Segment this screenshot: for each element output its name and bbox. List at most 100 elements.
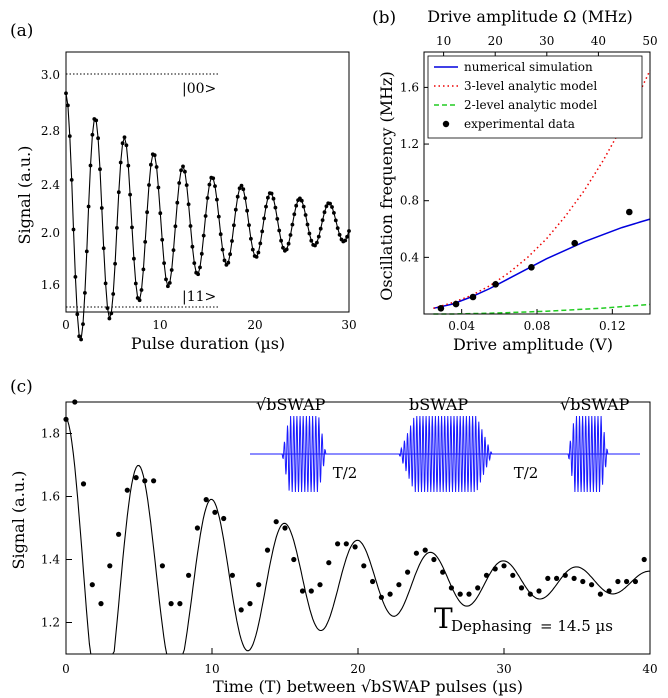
panel-a-data-point — [301, 204, 306, 209]
panel-c-data-point — [475, 585, 481, 591]
panel-a-data-point — [184, 183, 189, 188]
panel-a-data-point — [107, 316, 112, 321]
panel-a-data-point — [67, 134, 72, 139]
panel-b-2-level-model-line — [433, 303, 651, 315]
panel-a-xticks: 0 10 20 30 — [62, 318, 356, 332]
panel-c-ytick: 1.4 — [41, 553, 60, 567]
panel-c-data-point — [431, 556, 437, 563]
panel-a-data-point — [179, 168, 184, 173]
panel-a-data-point — [237, 186, 242, 191]
panel-a-xtick: 0 — [62, 318, 70, 332]
panel-a-data-point — [177, 181, 182, 185]
panel-c-data-point — [203, 497, 209, 503]
panel-a-data-point — [71, 227, 76, 232]
panel-a-data-point — [116, 190, 121, 195]
panel-c-data-point — [457, 591, 463, 597]
panel-a-data-point — [207, 182, 212, 187]
panel-b-top-tick: 50 — [642, 34, 657, 48]
panel-a-data-point — [130, 225, 134, 230]
panel-c-data-point — [116, 531, 122, 537]
dephasing-subscript: Dephasing — [451, 617, 532, 635]
panel-c-data-points — [63, 399, 647, 613]
panel-c-data-point — [168, 601, 174, 607]
panel-a-data-point — [211, 176, 216, 181]
panel-c-data-point — [247, 601, 253, 607]
panel-a-data-point — [145, 210, 150, 215]
panel-b-ytick: 0.8 — [400, 194, 419, 208]
panel-a-data-point — [233, 207, 238, 212]
panel-a-data-point — [101, 246, 106, 251]
panel-a-data-point — [273, 205, 278, 210]
panel-c-data-point — [352, 544, 358, 550]
panel-a-data-point — [139, 288, 144, 292]
panel-a-data-point — [111, 292, 116, 296]
panel-a-data-point — [294, 203, 299, 208]
panel-c-data-point — [448, 585, 454, 591]
panel-a-data-point — [254, 255, 259, 259]
panel-c-xticks: 0 10 20 30 40 — [62, 662, 657, 676]
panel-c-xtick: 40 — [642, 662, 657, 676]
panel-a-data-point — [133, 281, 138, 286]
panel-a-data-point — [158, 211, 163, 216]
panel-c-data-point — [264, 547, 271, 553]
panel-a-data-point — [299, 198, 304, 203]
panel-a-data-point — [73, 275, 78, 279]
panel-a-ytick: 2.8 — [41, 124, 60, 138]
panel-a-data-point — [228, 252, 233, 257]
sqrt-bswap-pulse-1 — [276, 415, 332, 493]
panel-a-data-point — [84, 249, 89, 254]
panel-a-ytick: 2.0 — [41, 226, 60, 240]
panel-a-data-point — [271, 196, 276, 201]
inset-label-gap-2: T/2 — [514, 464, 539, 482]
panel-b-xtick: 0.08 — [524, 319, 551, 333]
panel-c-data-point — [413, 550, 419, 556]
dephasing-symbol: T — [434, 602, 453, 635]
panel-a-data-point — [113, 261, 117, 266]
panel-a-data-point — [152, 153, 157, 158]
panel-a-data-point — [143, 240, 148, 244]
panel-a-xlabel: Pulse duration (µs) — [131, 334, 285, 353]
panel-a-data-point — [149, 162, 153, 167]
panel-a-data-point — [205, 196, 210, 200]
panel-a-data-point — [288, 233, 293, 237]
panel-a-data-point — [322, 210, 327, 215]
panel-a-xtick: 10 — [152, 318, 167, 332]
panel-c-data-point — [562, 572, 568, 578]
panel-a-data-point — [115, 226, 119, 230]
panel-a-data-point — [290, 222, 295, 227]
panel-a-data-point — [79, 337, 83, 342]
panel-a-data-point — [313, 243, 317, 248]
panel-c-data-point — [387, 591, 393, 597]
panel-c-data-point — [343, 541, 349, 547]
panel-b-xlabel: Drive amplitude (V) — [453, 335, 613, 354]
panel-a-data-point — [250, 247, 255, 252]
panel-a-data-point — [333, 218, 338, 223]
panel-a-data-point — [98, 167, 102, 172]
panel-a-data-point — [279, 238, 283, 243]
panel-b-ytick: 1.6 — [400, 80, 419, 94]
panel-a-data-point — [249, 236, 253, 241]
panel-a-data-point — [196, 272, 201, 277]
panel-b-experimental-point — [528, 264, 535, 271]
panel-a-data-point — [162, 261, 167, 265]
panel-c-data-point — [326, 560, 332, 566]
panel-c-data-point — [151, 478, 157, 484]
panel-c-ylabel: Signal (a.u.) — [9, 471, 28, 570]
panel-c-data-point — [221, 515, 227, 522]
panel-c-data-point — [282, 525, 288, 531]
panel-a-data-point — [286, 241, 291, 246]
panel-a-data-point — [66, 103, 70, 108]
inset-label-gap-1: T/2 — [333, 464, 358, 482]
panel-a-data-point — [241, 187, 246, 192]
panel-c-fit-curve — [65, 417, 650, 655]
panel-a-data-point — [118, 160, 123, 165]
panel-a-data-point — [226, 260, 231, 265]
panel-c-data-point — [518, 585, 525, 591]
panel-a-data-point — [81, 322, 85, 326]
panel-b-ylabel: Oscillation frequency (MHz) — [377, 71, 396, 300]
panel-a-11-label: |11> — [182, 289, 216, 305]
panel-c-data-point — [571, 575, 577, 582]
panel-b-ytick: 0.4 — [400, 250, 419, 264]
inset-label-sqrt-bswap-2: √bSWAP — [560, 395, 630, 414]
